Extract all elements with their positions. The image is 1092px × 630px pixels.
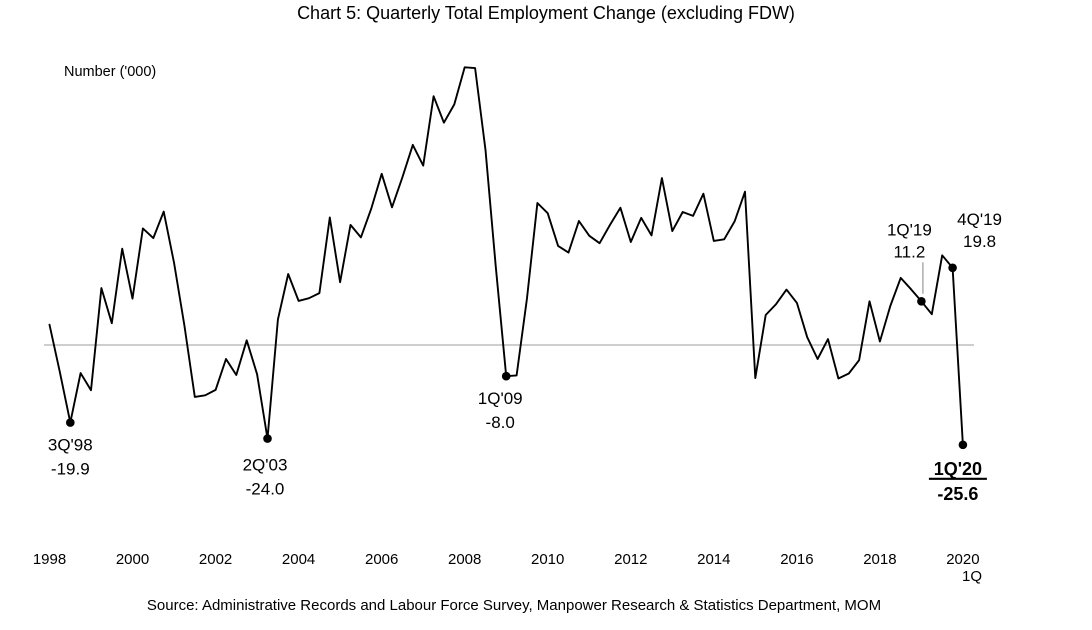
source-note: Source: Administrative Records and Labou… — [146, 597, 882, 614]
x-axis-label-2018: 2018 — [863, 551, 896, 568]
data-point-marker-1Q'09 — [501, 371, 511, 381]
annotation-value-label: -8.0 — [486, 413, 515, 432]
annotation-value-label: -25.6 — [937, 484, 978, 504]
chart-title: Chart 5: Quarterly Total Employment Chan… — [297, 3, 795, 23]
annotation-quarter-label: 1Q'20 — [934, 459, 982, 479]
x-axis-label-2014: 2014 — [697, 551, 730, 568]
x-axis-label-2016: 2016 — [780, 551, 813, 568]
x-axis-label-2020: 2020 — [946, 551, 979, 568]
x-axis-label-2006: 2006 — [365, 551, 398, 568]
annotation-value-label: -19.9 — [51, 460, 90, 479]
y-axis-label: Number ('000) — [64, 64, 157, 80]
x-axis-label-2000: 2000 — [116, 551, 149, 568]
annotation-quarter-label: 1Q'19 — [887, 220, 932, 239]
data-point-marker-4Q'19 — [948, 263, 957, 273]
x-axis-label-1998: 1998 — [33, 551, 66, 568]
x-axis-label-2008: 2008 — [448, 551, 481, 568]
data-point-marker-2Q'03 — [263, 434, 272, 443]
annotation-quarter-label: 2Q'03 — [243, 456, 288, 475]
x-axis-label-2004: 2004 — [282, 551, 315, 568]
x-axis-label-2002: 2002 — [199, 551, 232, 568]
x-axis-sublabel-quarter: 1Q — [962, 568, 982, 585]
x-axis-label-2010: 2010 — [531, 551, 564, 568]
employment-change-line — [48, 66, 964, 446]
data-point-marker-3Q'98 — [66, 418, 75, 427]
annotation-value-label: -24.0 — [246, 480, 285, 499]
x-axis-label-2012: 2012 — [614, 551, 647, 568]
annotation-value-label: 11.2 — [893, 242, 925, 261]
data-point-marker-1Q'20 — [958, 440, 968, 450]
annotation-value-label: 19.8 — [963, 232, 996, 251]
annotation-quarter-label: 1Q'09 — [478, 389, 523, 408]
data-point-marker-1Q'19 — [917, 297, 926, 306]
annotation-quarter-label: 3Q'98 — [48, 436, 93, 455]
annotation-quarter-label: 4Q'19 — [957, 210, 1002, 229]
